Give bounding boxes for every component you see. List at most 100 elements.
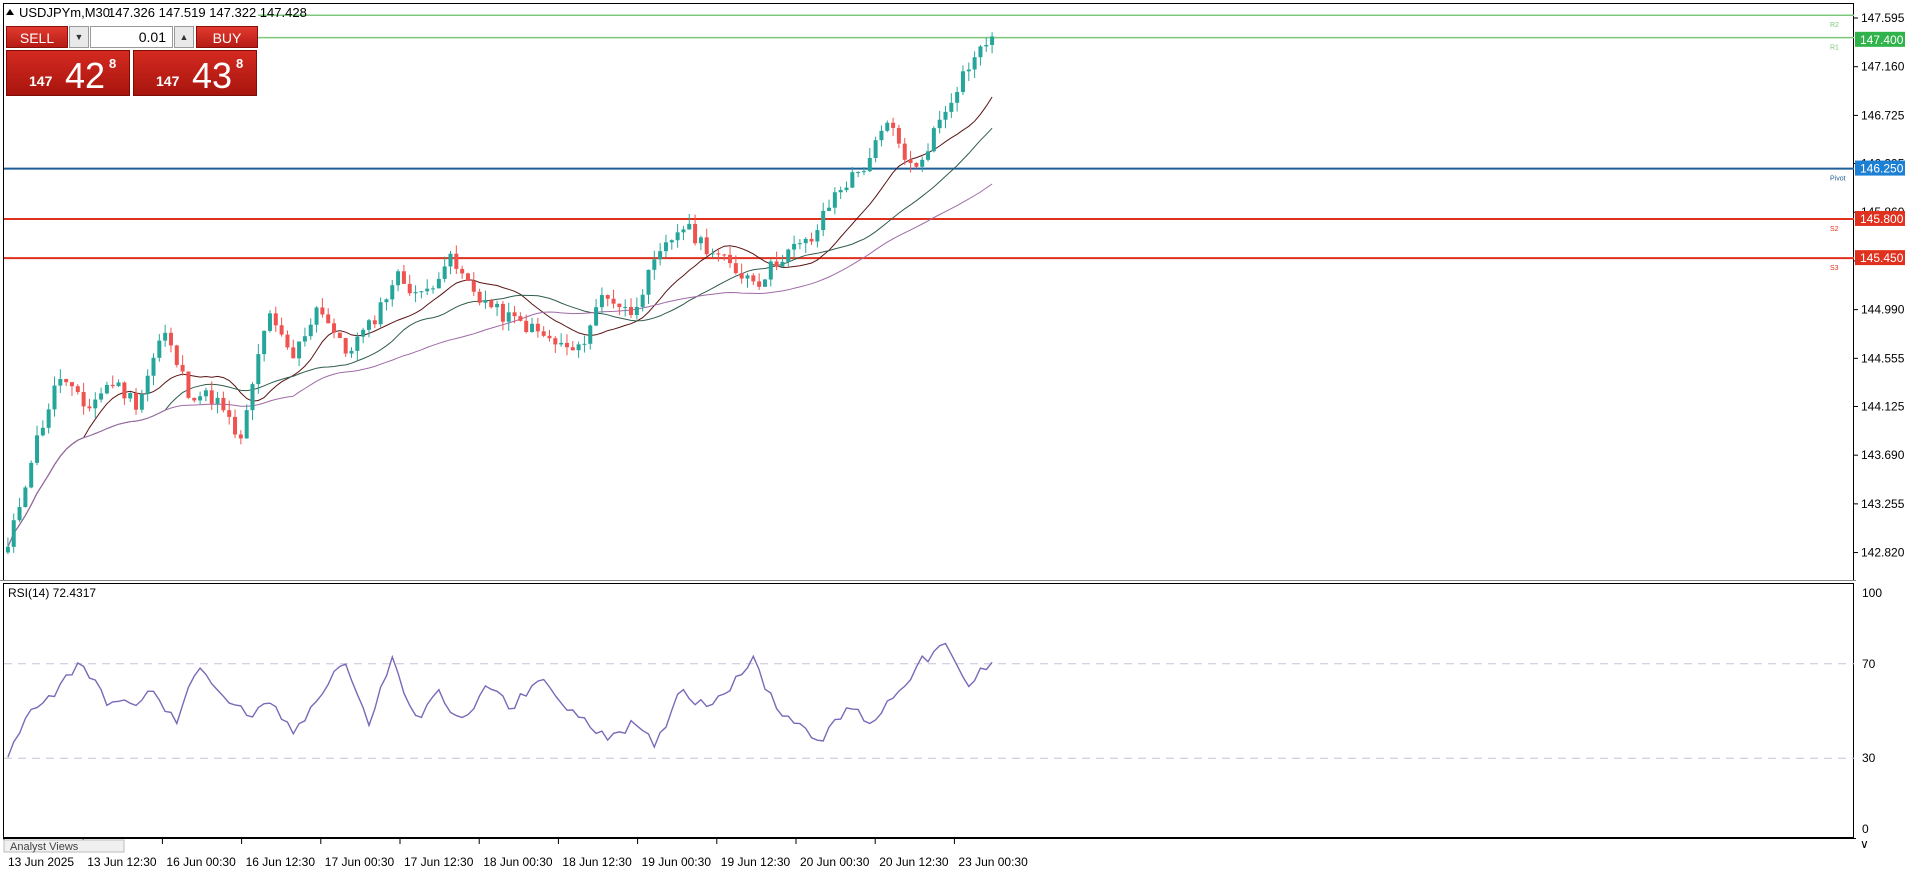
candle-body: [768, 261, 773, 280]
ask-price-button[interactable]: 147 43 8: [133, 50, 257, 96]
ask-price-prefix: 147: [156, 73, 180, 89]
candle-body: [803, 238, 808, 244]
candle-body: [320, 307, 325, 315]
candle-body: [762, 279, 767, 287]
analyst-views-label: Analyst Views: [10, 841, 79, 853]
candle-body: [81, 392, 86, 407]
candle-body: [52, 385, 57, 410]
candle-body: [139, 394, 144, 410]
bid-price-button[interactable]: 147 42 8: [6, 50, 130, 96]
candle-body: [960, 71, 965, 93]
volume-increase-icon[interactable]: ▲: [174, 26, 194, 48]
candle-body: [401, 271, 406, 284]
candle-body: [896, 127, 901, 144]
candle-body: [495, 303, 500, 308]
candle-body: [663, 242, 668, 252]
candle-body: [966, 69, 971, 72]
candle-body: [215, 397, 220, 404]
candle-body: [553, 338, 558, 345]
candle-body: [623, 306, 628, 308]
level-label-r1: R1: [1830, 45, 1839, 52]
candle-body: [396, 271, 401, 286]
candle-body: [728, 254, 733, 264]
candle-body: [267, 313, 272, 331]
candle-body: [821, 210, 826, 231]
scroll-down-icon[interactable]: ∨: [1860, 837, 1869, 851]
price-tick-label: 146.725: [1861, 108, 1905, 122]
candle-body: [75, 386, 80, 393]
candle-body: [943, 111, 948, 120]
candle-body: [99, 393, 104, 400]
rsi-tick-label: 0: [1862, 822, 1869, 836]
price-tag: [1855, 31, 1905, 47]
time-tick-label: 23 Jun 00:30: [958, 855, 1028, 869]
buy-button[interactable]: BUY: [196, 26, 258, 48]
candle-body: [471, 280, 476, 292]
candle-body: [64, 379, 69, 383]
candle-body: [29, 462, 34, 488]
time-tick-label: 17 Jun 12:30: [404, 855, 474, 869]
candle-body: [984, 44, 989, 47]
candle-body: [780, 261, 785, 267]
candle-body: [681, 229, 686, 233]
candle-body: [291, 347, 296, 359]
main-chart-frame: [3, 3, 1854, 581]
time-tick-label: 20 Jun 12:30: [879, 855, 949, 869]
candle-body: [570, 347, 575, 351]
time-tick-label: 20 Jun 00:30: [800, 855, 870, 869]
time-tick-label: 18 Jun 00:30: [483, 855, 553, 869]
candle-body: [436, 278, 441, 289]
candle-body: [634, 306, 639, 315]
ma-fast-line: [7, 96, 993, 548]
sell-button[interactable]: SELL: [6, 26, 68, 48]
candle-body: [920, 159, 925, 167]
candle-body: [460, 268, 465, 274]
candle-body: [774, 261, 779, 267]
level-label-s2: S2: [1830, 226, 1839, 233]
candle-body: [535, 323, 540, 332]
candle-body: [588, 325, 593, 344]
candle-body: [465, 273, 470, 281]
candle-body: [815, 230, 820, 242]
candle-body: [163, 332, 168, 341]
price-tick-label: 147.160: [1861, 60, 1905, 74]
candle-body: [867, 157, 872, 172]
level-label-pivot: Pivot: [1830, 176, 1846, 183]
candle-body: [599, 295, 604, 308]
candle-body: [87, 406, 92, 409]
candle-body: [256, 354, 261, 385]
analyst-views-tab[interactable]: [3, 839, 125, 853]
candle-body: [710, 253, 715, 255]
candle-body: [244, 410, 249, 439]
candle-body: [698, 237, 703, 244]
candle-body: [512, 312, 517, 317]
candle-body: [198, 396, 203, 401]
candle-body: [192, 397, 197, 401]
candle-body: [442, 266, 447, 279]
candle-body: [180, 364, 185, 372]
candle-body: [174, 345, 179, 365]
candle-body: [786, 249, 791, 262]
collapse-triangle-icon[interactable]: [6, 9, 14, 15]
candlesticks: [5, 32, 995, 555]
time-tick-label: 13 Jun 2025: [8, 855, 74, 869]
chart-symbol-title: USDJPYm,M30: [19, 5, 110, 20]
candle-body: [582, 343, 587, 345]
candle-body: [722, 254, 727, 256]
candle-body: [250, 384, 255, 411]
volume-decrease-icon[interactable]: ▼: [69, 26, 89, 48]
candle-body: [425, 288, 430, 292]
candle-body: [827, 207, 832, 211]
candle-body: [122, 382, 127, 399]
price-tag-label: 145.800: [1860, 212, 1904, 226]
candle-body: [856, 172, 861, 174]
moving-averages: [7, 96, 993, 548]
time-tick-label: 19 Jun 00:30: [642, 855, 712, 869]
candle-body: [658, 251, 663, 260]
candle-body: [850, 172, 855, 188]
candle-body: [955, 92, 960, 103]
volume-input[interactable]: [90, 26, 173, 48]
candle-body: [279, 325, 284, 335]
